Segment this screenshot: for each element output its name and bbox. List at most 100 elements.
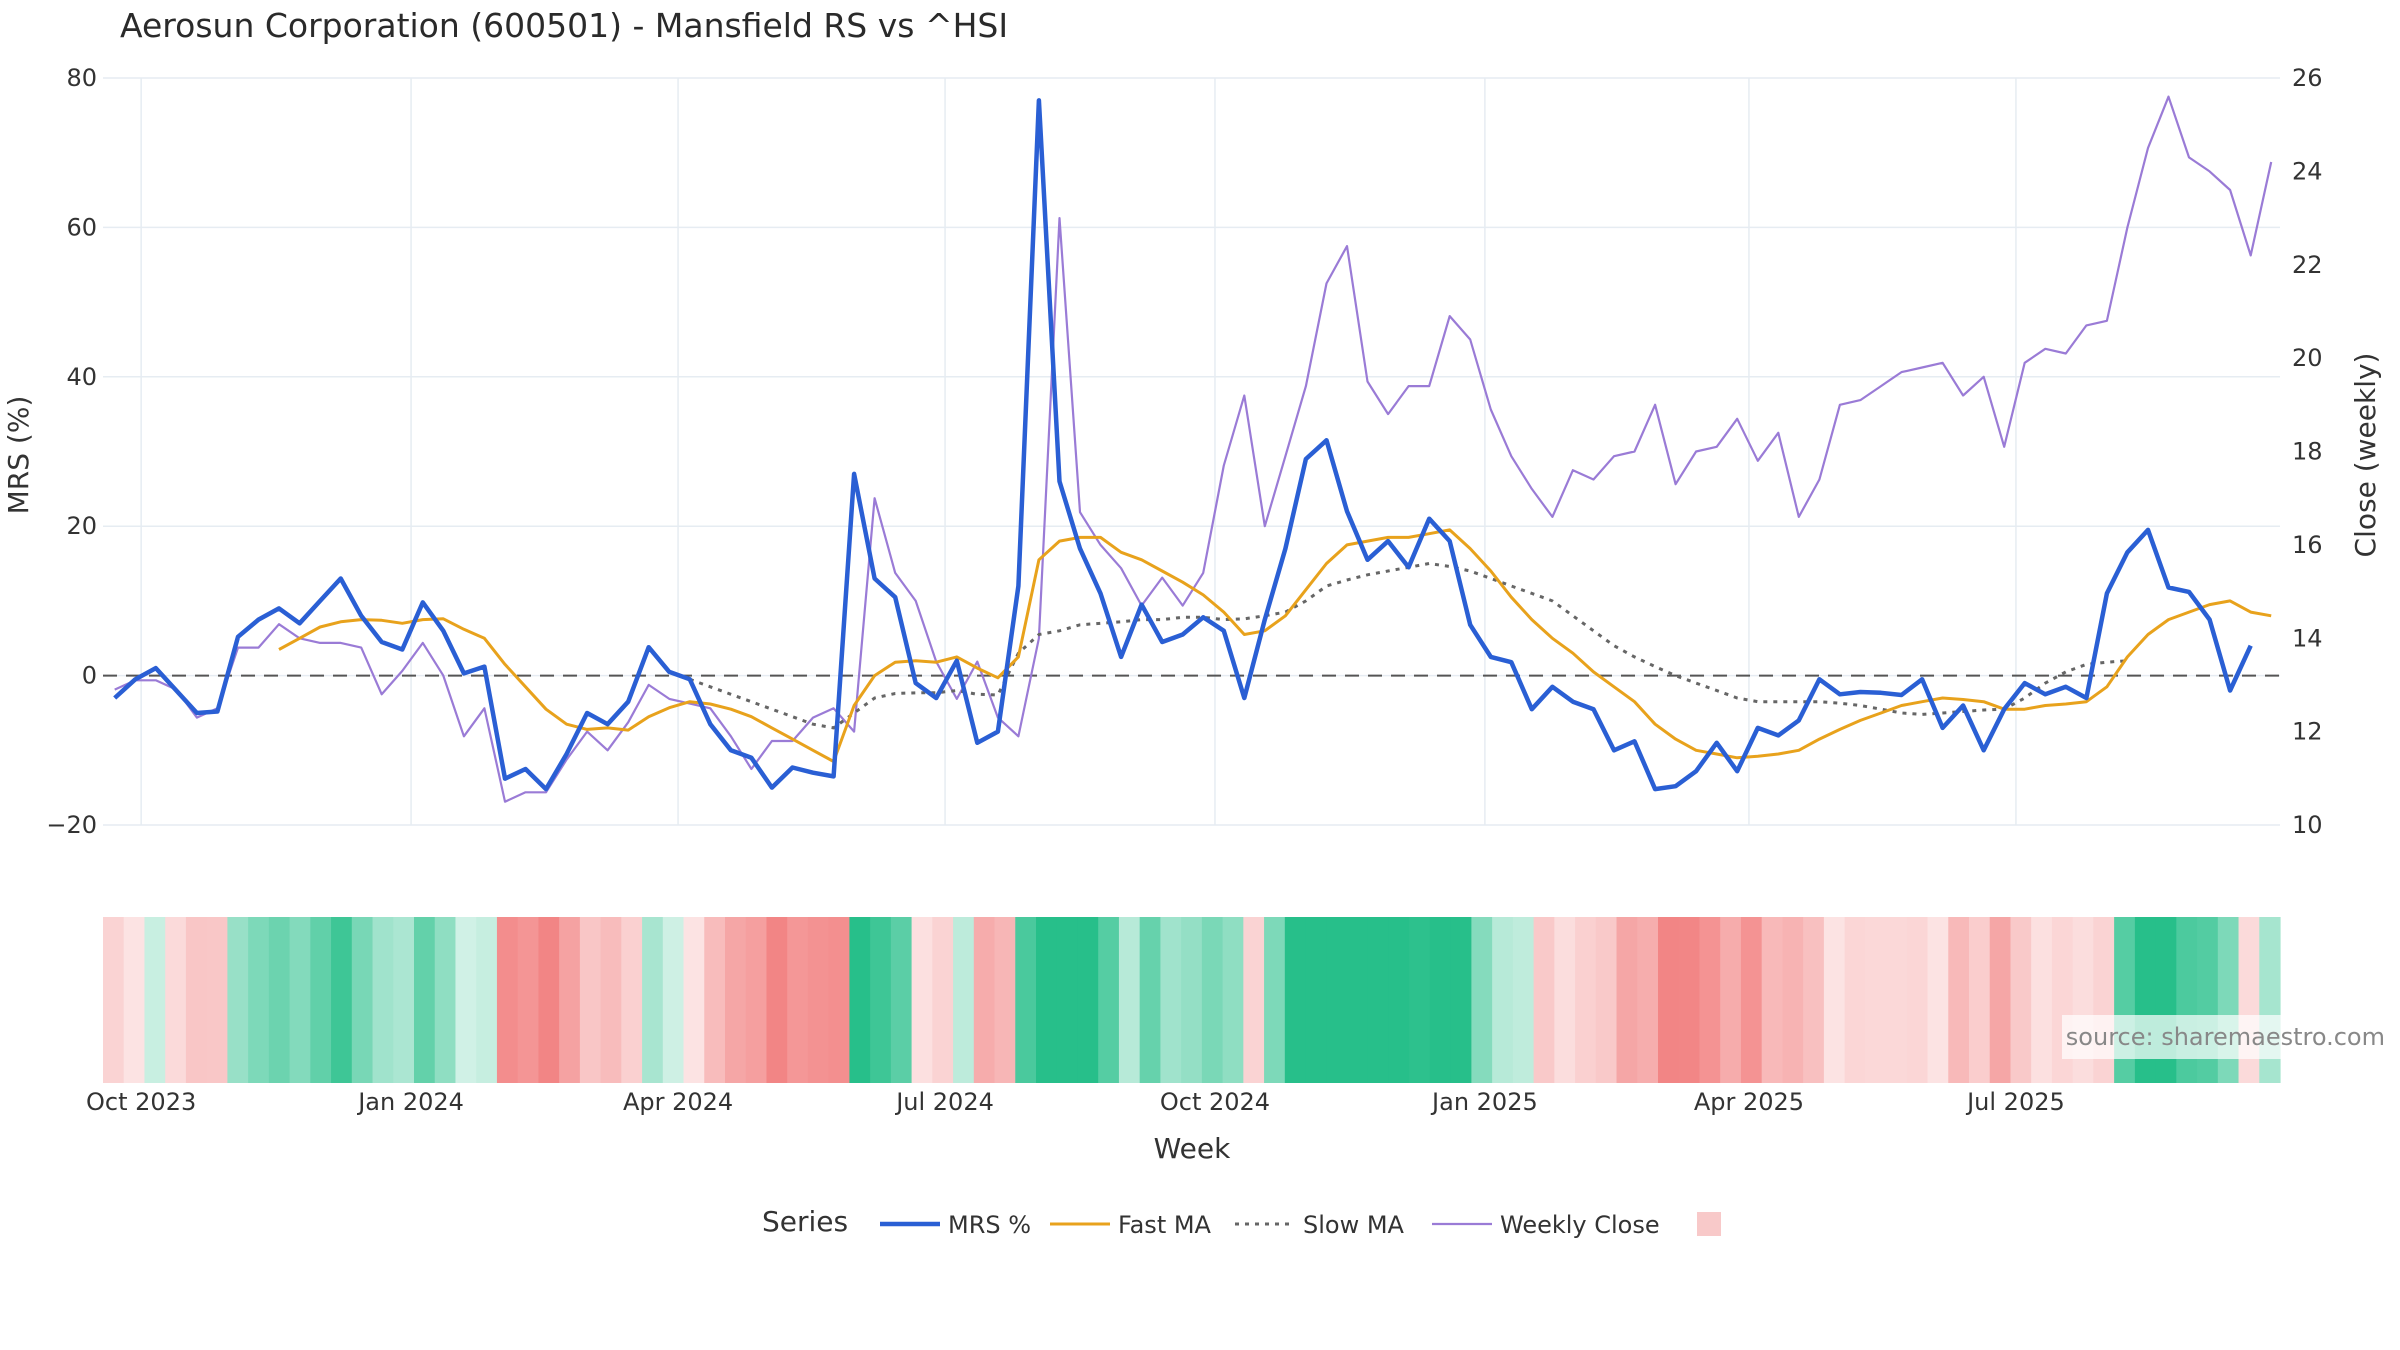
- heatmap-cell: [1740, 917, 1763, 1083]
- y-tick-right: 24: [2292, 157, 2323, 185]
- heatmap-cell: [787, 917, 809, 1083]
- heatmap-cell: [849, 917, 871, 1083]
- x-tick-label: Apr 2024: [623, 1088, 733, 1116]
- heatmap-cell: [1844, 917, 1866, 1083]
- heatmap-cell: [1906, 917, 1929, 1083]
- heatmap-cell: [144, 917, 166, 1083]
- heatmap-strip: [103, 917, 2281, 1083]
- y-tick-left: 40: [66, 363, 97, 391]
- heatmap-cell: [1243, 917, 1265, 1083]
- legend-item-weekly-close-label: Weekly Close: [1500, 1211, 1660, 1239]
- legend-item-fast-ma-label: Fast MA: [1118, 1211, 1212, 1239]
- heatmap-cell: [393, 917, 415, 1083]
- heatmap-cell: [1782, 917, 1804, 1083]
- heatmap-cell: [2010, 917, 2032, 1083]
- heatmap-cell: [600, 917, 622, 1083]
- heatmap-cell: [890, 917, 913, 1083]
- heatmap-cell: [1865, 917, 1887, 1083]
- heatmap-cell: [538, 917, 560, 1083]
- heatmap-cell: [1969, 917, 1991, 1083]
- heatmap-cell: [1554, 917, 1576, 1083]
- legend: Series MRS % Fast MA Slow MA Weekly Close: [762, 1205, 1721, 1239]
- x-tick-label: Apr 2025: [1694, 1088, 1804, 1116]
- heatmap-cell: [621, 917, 643, 1083]
- heatmap-cell: [911, 917, 933, 1083]
- heatmap-cell: [1388, 917, 1410, 1083]
- y-tick-right: 12: [2292, 718, 2323, 746]
- y-tick-right: 16: [2292, 531, 2323, 559]
- heatmap-cell: [434, 917, 457, 1083]
- y-axis-right-title: Close (weekly): [2349, 353, 2382, 558]
- heatmap-cell: [206, 917, 228, 1083]
- x-axis: Oct 2023 Jan 2024 Apr 2024 Jul 2024 Oct 2024…: [86, 1088, 2065, 1116]
- y-tick-right: 18: [2292, 438, 2323, 466]
- heatmap-cell: [1575, 917, 1597, 1083]
- heatmap-cell: [351, 917, 374, 1083]
- y-tick-left: 0: [82, 662, 97, 690]
- heatmap-cell: [1201, 917, 1224, 1083]
- series-fast-ma: [278, 528, 2272, 763]
- legend-item-slow-ma-label: Slow MA: [1303, 1211, 1405, 1239]
- legend-item-mrs-label: MRS %: [948, 1211, 1031, 1239]
- heatmap-cell: [1699, 917, 1721, 1083]
- heatmap-cell: [1595, 917, 1618, 1083]
- heatmap-cell: [828, 917, 850, 1083]
- series-weekly-close: [114, 95, 2273, 803]
- y-tick-right: 22: [2292, 251, 2323, 279]
- heatmap-cell: [1098, 917, 1120, 1083]
- heatmap-cell: [1284, 917, 1307, 1083]
- heatmap-cell: [1118, 917, 1141, 1083]
- heatmap-cell: [496, 917, 519, 1083]
- heatmap-cell: [704, 917, 726, 1083]
- heatmap-cell: [185, 917, 208, 1083]
- source-badge-bg: [2062, 1015, 2372, 1059]
- heatmap-cell: [1160, 917, 1182, 1083]
- heatmap-cell: [1326, 917, 1348, 1083]
- heatmap-cell: [725, 917, 747, 1083]
- heatmap-cell: [1533, 917, 1555, 1083]
- y-tick-right: 20: [2292, 344, 2323, 372]
- heatmap-cell: [289, 917, 311, 1083]
- heatmap-cell: [1678, 917, 1701, 1083]
- heatmap-cell: [1471, 917, 1493, 1083]
- y-tick-left: 20: [66, 512, 97, 540]
- heatmap-cell: [1450, 917, 1472, 1083]
- heatmap-cell: [559, 917, 581, 1083]
- heatmap-cell: [1056, 917, 1079, 1083]
- heatmap-cell: [372, 917, 394, 1083]
- axes: −20 0 20 40 60 80 10 12 14 16 18 20 22 24 26: [46, 64, 2322, 839]
- heatmap-cell: [227, 917, 249, 1083]
- heatmap-cell: [1886, 917, 1908, 1083]
- heatmap-cell: [1367, 917, 1390, 1083]
- source-label: source: sharemaestro.com: [2066, 1023, 2385, 1051]
- heatmap-cell: [662, 917, 685, 1083]
- heatmap-cell: [1347, 917, 1369, 1083]
- heatmap-cell: [2031, 917, 2053, 1083]
- x-tick-label: Jan 2024: [356, 1088, 464, 1116]
- heatmap-cell: [1927, 917, 1949, 1083]
- heatmap-cell: [1989, 917, 2012, 1083]
- heatmap-cell: [807, 917, 830, 1083]
- heatmap-cell: [1077, 917, 1099, 1083]
- series-mrs: [113, 98, 2253, 792]
- heatmap-cell: [973, 917, 996, 1083]
- heatmap-cell: [1305, 917, 1327, 1083]
- heatmap-cell: [1492, 917, 1514, 1083]
- heatmap-cell: [953, 917, 975, 1083]
- y-tick-right: 26: [2292, 64, 2323, 92]
- legend-item-heatmap-swatch: [1697, 1212, 1721, 1236]
- heatmap-cell: [103, 917, 125, 1083]
- heatmap-cell: [165, 917, 187, 1083]
- heatmap-cell: [1803, 917, 1825, 1083]
- x-tick-label: Jan 2025: [1430, 1088, 1538, 1116]
- heatmap-cell: [1616, 917, 1638, 1083]
- heatmap-cell: [414, 917, 436, 1083]
- heatmap-cell: [1429, 917, 1452, 1083]
- x-tick-label: Jul 2024: [894, 1088, 994, 1116]
- y-tick-left: −20: [46, 811, 97, 839]
- x-tick-label: Jul 2025: [1965, 1088, 2065, 1116]
- heatmap-cell: [1637, 917, 1659, 1083]
- heatmap-cell: [683, 917, 705, 1083]
- heatmap-cell: [994, 917, 1016, 1083]
